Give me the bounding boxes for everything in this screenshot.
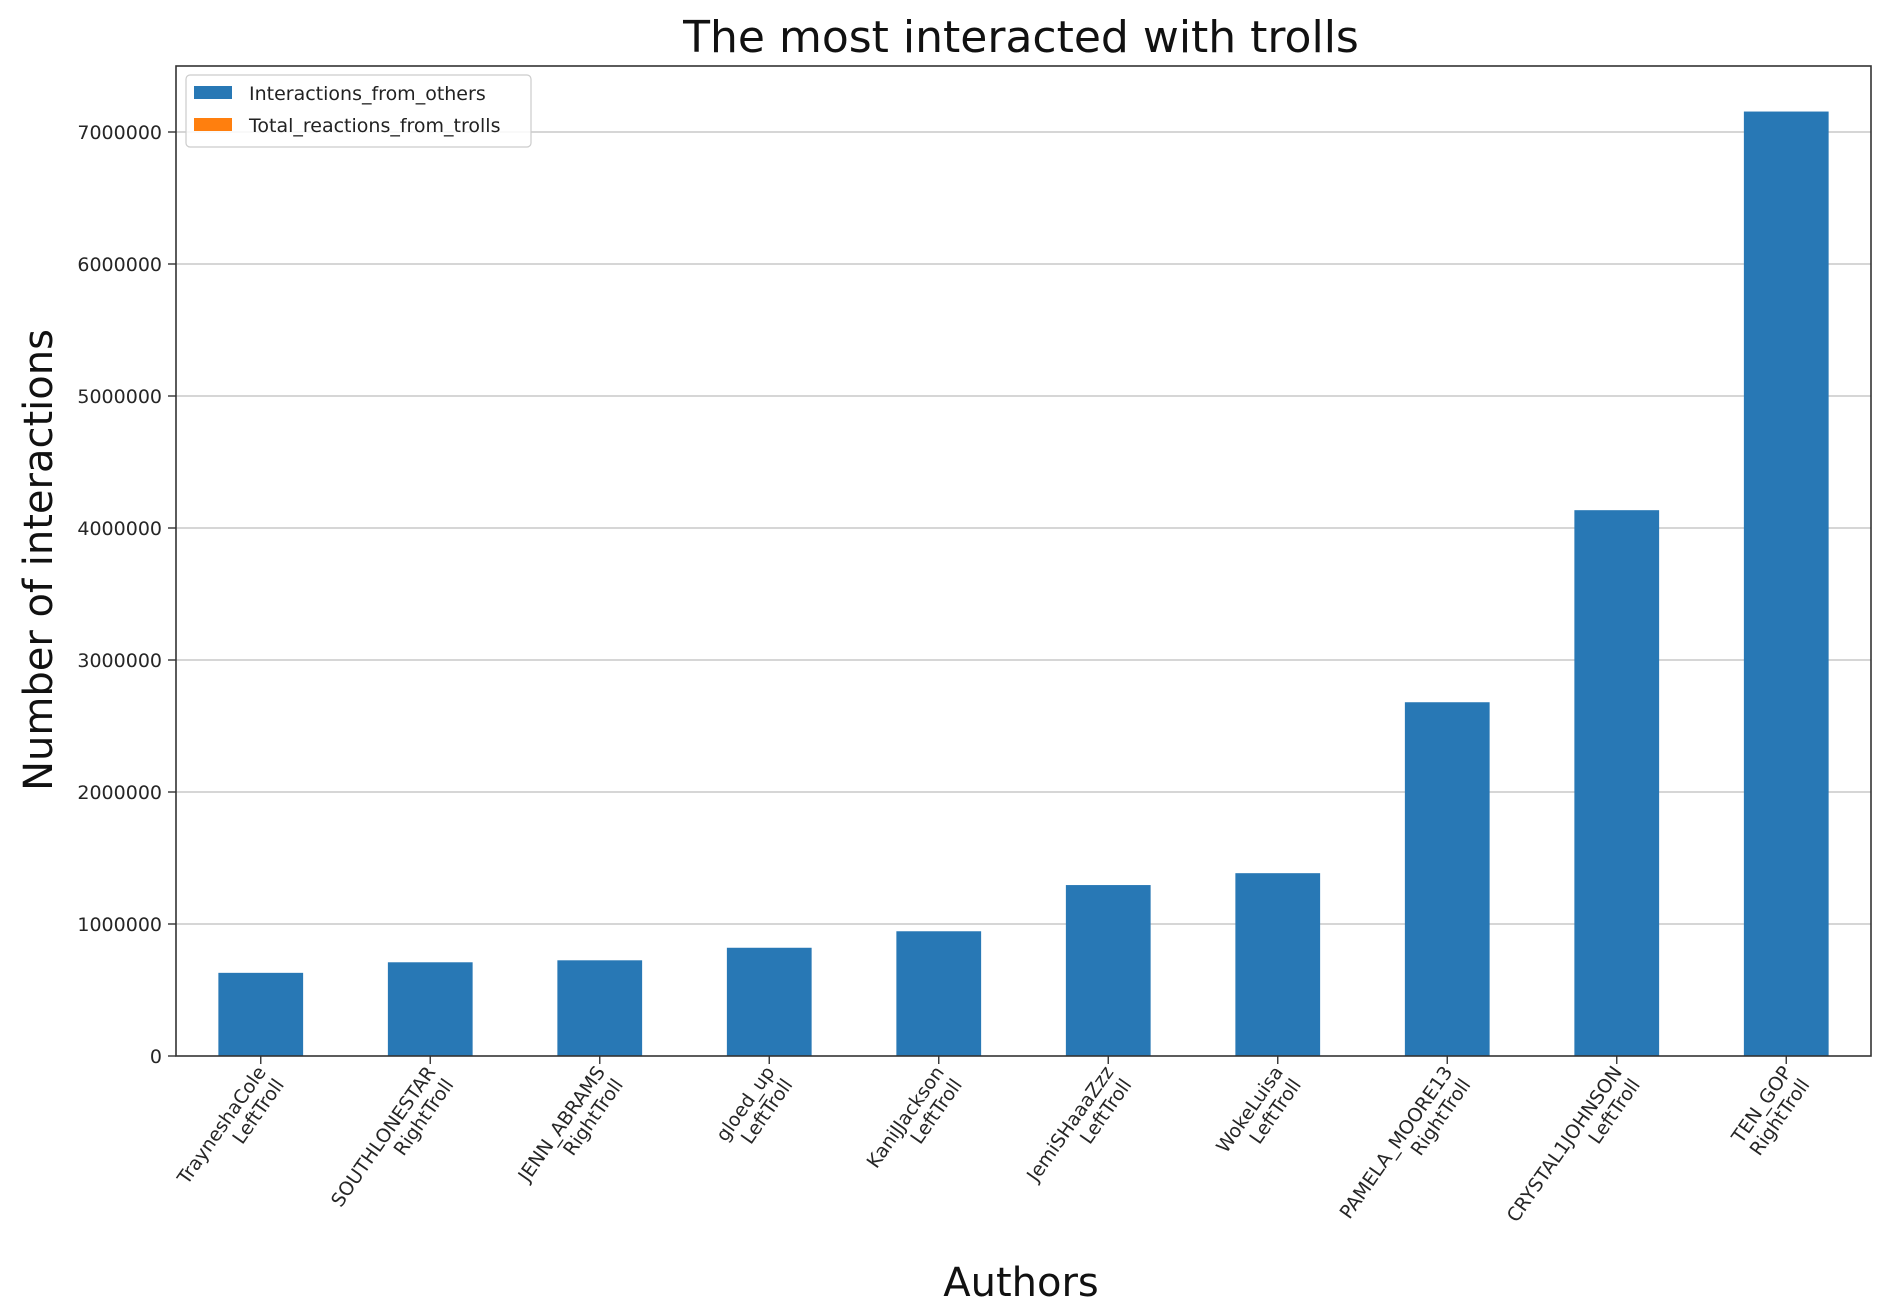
x-tick-label-ten-gop: TEN_GOPRightTroll [1727, 1062, 1814, 1161]
bar-interactions-from-others-jenn-abrams [557, 960, 643, 1056]
x-axis: TrayneshaColeLeftTroll SOUTHLONESTARRight… [173, 1056, 1814, 1239]
x-tick-label: TrayneshaColeLeftTroll [173, 1062, 289, 1202]
legend-label-interactions-from-others: Interactions_from_others [249, 83, 486, 105]
bar-interactions-from-others-pamela-moore13 [1404, 702, 1490, 1056]
y-tick-label: 7000000 [77, 122, 162, 144]
x-tick-label: CRYSTAL1JOHNSONLeftTroll [1503, 1062, 1645, 1239]
x-tick-label-line: CRYSTAL1JOHNSON [1503, 1062, 1627, 1226]
bar-interactions-from-others-ten-gop [1743, 111, 1829, 1057]
y-tick-label: 2000000 [77, 782, 162, 804]
x-tick-label-jenn-abrams: JENN_ABRAMSRightTroll [514, 1062, 628, 1199]
chart-title: The most interacted with trolls [682, 12, 1359, 63]
bar-interactions-from-others-jemishaaazzz [1065, 885, 1151, 1056]
y-axis-title: Number of interactions [16, 329, 62, 791]
x-tick-label: SOUTHLONESTARRightTroll [327, 1062, 458, 1223]
y-tick-label: 6000000 [77, 254, 162, 276]
y-tick-label: 5000000 [77, 386, 162, 408]
bar-interactions-from-others-kanijjackson [896, 931, 982, 1056]
x-tick-label: JENN_ABRAMSRightTroll [514, 1062, 628, 1199]
legend-label-total-reactions-from-trolls: Total_reactions_from_trolls [248, 115, 500, 137]
x-tick-label-line: PAMELA_MOORE13 [1336, 1062, 1458, 1223]
x-tick-label: JemiSHaaaZzzLeftTroll [1022, 1062, 1136, 1199]
legend-swatch-interactions-from-others [194, 86, 232, 99]
x-tick-label-trayneshacole: TrayneshaColeLeftTroll [173, 1062, 289, 1202]
legend: Interactions_from_others Total_reactions… [185, 74, 532, 148]
x-tick-label: TEN_GOPRightTroll [1727, 1062, 1814, 1161]
bar-interactions-from-others-southlonestar [387, 962, 473, 1056]
x-tick-label-pamela-moore13: PAMELA_MOORE13RightTroll [1336, 1062, 1476, 1235]
x-tick-label: KaniJJacksonLeftTroll [863, 1062, 967, 1185]
x-axis-title: Authors [943, 1260, 1099, 1304]
x-tick-label-jemishaaazzz: JemiSHaaaZzzLeftTroll [1022, 1062, 1136, 1199]
bar-interactions-from-others-wokeluisa [1235, 873, 1321, 1056]
bars [218, 111, 1829, 1057]
plot-frame [175, 65, 1872, 1057]
x-tick-label-kanijjackson: KaniJJacksonLeftTroll [863, 1062, 967, 1185]
x-tick-label-gloed-up: gloed_upLeftTroll [712, 1062, 798, 1158]
x-tick-label-crystal1johnson: CRYSTAL1JOHNSONLeftTroll [1503, 1062, 1645, 1239]
bar-interactions-from-others-trayneshacole [218, 972, 304, 1056]
y-tick-label: 0 [150, 1046, 162, 1068]
y-tick-label: 4000000 [77, 518, 162, 540]
x-tick-label: gloed_upLeftTroll [712, 1062, 798, 1158]
legend-swatch-total-reactions-from-trolls [194, 118, 232, 131]
bar-interactions-from-others-crystal1johnson [1574, 510, 1660, 1056]
bar-interactions-from-others-gloed-up [726, 947, 812, 1056]
x-tick-label-wokeluisa: WokeLuisaLeftTroll [1212, 1062, 1306, 1170]
x-tick-label: WokeLuisaLeftTroll [1212, 1062, 1306, 1170]
y-axis: 0 1000000 2000000 3000000 4000000 5000000 6000… [77, 122, 176, 1068]
x-tick-label-southlonestar: SOUTHLONESTARRightTroll [327, 1062, 458, 1223]
x-tick-label: PAMELA_MOORE13RightTroll [1336, 1062, 1476, 1235]
legend-box [185, 74, 532, 148]
y-tick-label: 1000000 [77, 914, 162, 936]
y-tick-label: 3000000 [77, 650, 162, 672]
